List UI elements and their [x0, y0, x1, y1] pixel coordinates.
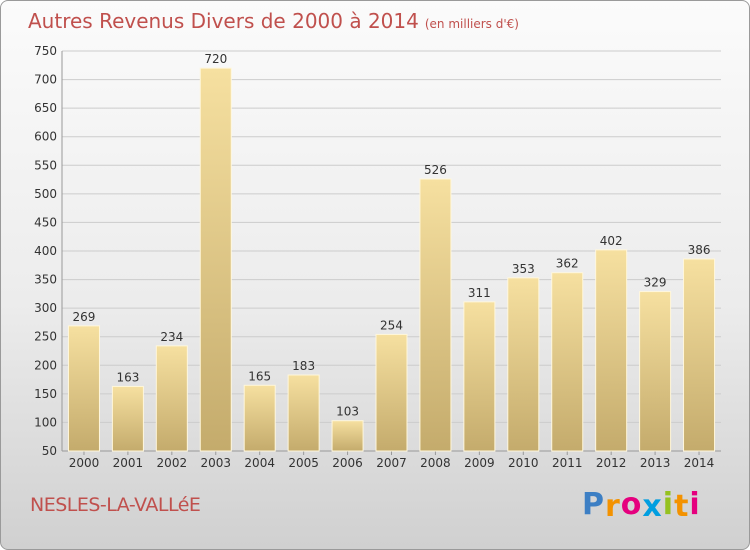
data-label-2009: 311	[468, 286, 491, 300]
x-tick-label: 2004	[244, 456, 275, 470]
logo-letter: o	[620, 487, 643, 522]
data-label-2008: 526	[424, 163, 447, 177]
data-label-2014: 386	[688, 243, 711, 257]
bar-2007	[375, 333, 408, 452]
chart-title: Autres Revenus Divers de 2000 à 2014 (en …	[28, 9, 519, 33]
bar-2003	[199, 67, 232, 452]
data-label-2012: 402	[600, 234, 623, 248]
x-tick-label: 2010	[508, 456, 539, 470]
logo-letter: t	[674, 489, 690, 524]
bar-2001	[111, 385, 144, 452]
bar-2013	[639, 291, 672, 452]
y-tick-label: 100	[34, 415, 57, 429]
data-label-2006: 103	[336, 405, 359, 419]
x-tick-label: 2008	[420, 456, 451, 470]
x-tick-label: 2012	[596, 456, 627, 470]
bar-2008	[419, 178, 452, 452]
bar-2009	[463, 301, 496, 452]
x-tick-label: 2003	[200, 456, 231, 470]
y-tick-label: 650	[34, 101, 57, 115]
logo-letter: i	[662, 487, 675, 522]
data-label-2013: 329	[644, 276, 667, 290]
y-tick-label: 250	[34, 330, 57, 344]
x-tick-label: 2011	[552, 456, 583, 470]
data-label-2007: 254	[380, 318, 403, 332]
bar-layer	[67, 67, 716, 452]
y-tick-label: 700	[34, 73, 57, 87]
data-label-2005: 183	[292, 359, 315, 373]
data-label-2003: 720	[204, 52, 227, 66]
chart-subtitle: (en milliers d'€)	[424, 17, 519, 31]
x-tick-label: 2014	[684, 456, 715, 470]
x-tick-label: 2009	[464, 456, 495, 470]
bar-2002	[155, 345, 188, 452]
x-tick-label: 2000	[69, 456, 100, 470]
bar-2000	[67, 325, 100, 452]
bar-2004	[243, 384, 276, 452]
x-tick-label: 2001	[113, 456, 144, 470]
y-tick-label: 750	[34, 44, 57, 58]
x-tick-label: 2002	[157, 456, 188, 470]
y-tick-label: 350	[34, 273, 57, 287]
y-tick-label: 150	[34, 387, 57, 401]
x-tick-label: 2006	[332, 456, 363, 470]
bar-2014	[683, 258, 716, 452]
data-label-2000: 269	[73, 310, 96, 324]
data-label-2001: 163	[116, 370, 139, 384]
bar-2010	[507, 277, 540, 452]
bar-2011	[551, 272, 584, 452]
x-tick-label: 2007	[376, 456, 407, 470]
chart-title-text: Autres Revenus Divers de 2000 à 2014	[28, 9, 419, 33]
y-tick-label: 450	[34, 215, 57, 229]
x-tick-label: 2005	[288, 456, 319, 470]
label-layer: 269 163 234 720 165 183 103 254 526 311 353 362 402 3…	[73, 52, 711, 419]
y-tick-label: 50	[42, 444, 57, 458]
logo-letter: P	[582, 487, 605, 522]
bar-2006	[331, 420, 364, 452]
y-tick-label: 550	[34, 158, 57, 172]
y-tick-label: 400	[34, 244, 57, 258]
axis-layer: 50 100 150 200 250 300 350 400 450 500 550 600 650 70…	[34, 44, 721, 470]
place-name: NESLES-LA-VALLéE	[30, 494, 201, 516]
data-label-2011: 362	[556, 257, 579, 271]
y-tick-label: 300	[34, 301, 57, 315]
logo-letter: i	[689, 487, 701, 522]
bar-2005	[287, 374, 320, 452]
data-label-2002: 234	[160, 330, 183, 344]
data-label-2010: 353	[512, 262, 535, 276]
y-tick-label: 200	[34, 358, 57, 372]
logo-letter: r	[605, 489, 621, 524]
y-tick-label: 600	[34, 130, 57, 144]
logo-letter: x	[642, 489, 663, 524]
proxiti-logo: Proxiti	[582, 487, 701, 524]
y-tick-label: 500	[34, 187, 57, 201]
data-label-2004: 165	[248, 369, 271, 383]
bar-2012	[595, 249, 628, 452]
x-tick-label: 2013	[640, 456, 671, 470]
